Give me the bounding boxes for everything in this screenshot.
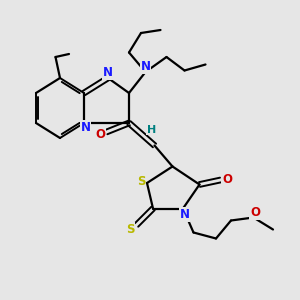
Text: N: N (140, 60, 151, 74)
Text: O: O (95, 128, 105, 141)
Text: N: N (103, 66, 113, 80)
Text: N: N (179, 208, 190, 221)
Text: S: S (137, 175, 145, 188)
Text: O: O (250, 206, 260, 219)
Text: O: O (222, 173, 232, 187)
Text: H: H (147, 125, 156, 135)
Text: N: N (80, 121, 91, 134)
Text: S: S (126, 223, 134, 236)
